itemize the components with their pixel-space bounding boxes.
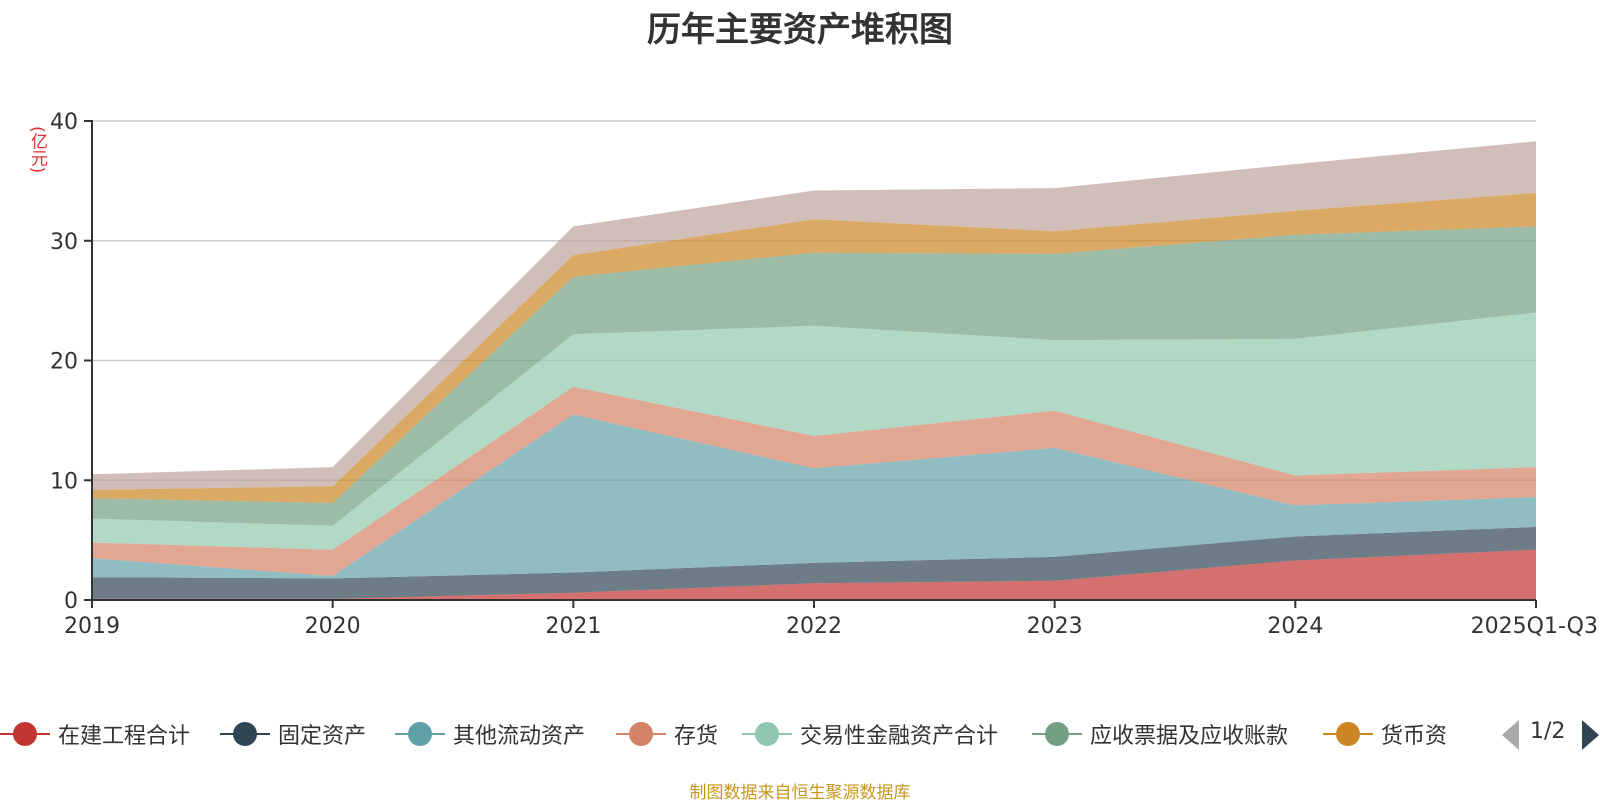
legend-marker-icon (0, 719, 50, 749)
x-tick-label-4: 2023 (1027, 614, 1083, 639)
area-series-2[interactable] (92, 414, 1536, 579)
legend-item-3[interactable]: 存货 (616, 714, 718, 754)
area-series-5[interactable] (92, 226, 1536, 526)
legend-label: 货币资 (1381, 724, 1448, 749)
axes: 0 10 20 30 40 2019 2020 2021 2022 2023 2024 2025Q1-… (50, 110, 1598, 639)
x-tick-label-6: 2025Q1-Q3 (1471, 614, 1598, 639)
legend-label: 存货 (674, 724, 719, 749)
legend-item-1[interactable]: 固定资产 (220, 714, 366, 754)
legend-item-2[interactable]: 其他流动资产 (395, 714, 585, 754)
legend-marker-icon (1032, 719, 1082, 749)
x-tick-label-0: 2019 (64, 614, 120, 639)
legend: 在建工程合计 固定资产 其他流动资产 存货 交易性金融资产合计 应收票据及应收账… (0, 714, 1600, 754)
legend-marker-icon (616, 719, 666, 749)
area-series-6[interactable] (92, 192, 1536, 503)
legend-page-indicator: 1/2 (1530, 719, 1566, 744)
source-note: 制图数据来自恒生聚源数据库 (689, 783, 911, 803)
area-series-4[interactable] (92, 312, 1536, 550)
area-series-3[interactable] (92, 386, 1536, 576)
legend-marker-icon (395, 719, 445, 749)
legend-item-5[interactable]: 应收票据及应收账款 (1032, 714, 1288, 754)
legend-label: 应收票据及应收账款 (1090, 724, 1289, 749)
legend-marker-icon (1323, 719, 1373, 749)
legend-item-0[interactable]: 在建工程合计 (0, 714, 190, 754)
y-axis-unit-label: (亿元) (27, 126, 47, 174)
area-series-0[interactable] (92, 549, 1536, 600)
area-series-7[interactable] (92, 141, 1536, 490)
y-tick-label-0: 0 (64, 589, 78, 614)
x-tick-label-2: 2021 (545, 614, 601, 639)
legend-item-4[interactable]: 交易性金融资产合计 (742, 714, 998, 754)
legend-prev-page-icon[interactable] (1502, 720, 1519, 750)
chart-title: 历年主要资产堆积图 (647, 10, 953, 50)
y-tick-label-3: 30 (50, 230, 78, 255)
x-tick-label-1: 2020 (305, 614, 361, 639)
x-tick-label-3: 2022 (786, 614, 842, 639)
legend-marker-icon (742, 719, 792, 749)
x-tick-label-5: 2024 (1267, 614, 1323, 639)
y-tick-label-1: 10 (50, 469, 78, 494)
legend-marker-icon (220, 719, 270, 749)
legend-next-page-icon[interactable] (1582, 720, 1599, 750)
legend-label: 在建工程合计 (58, 724, 191, 749)
y-tick-label-4: 40 (50, 110, 78, 135)
y-tick-label-2: 20 (50, 350, 78, 375)
legend-label: 交易性金融资产合计 (800, 724, 999, 749)
legend-label: 其他流动资产 (453, 724, 586, 749)
area-series (92, 141, 1536, 600)
legend-item-6[interactable]: 货币资 (1323, 714, 1447, 754)
legend-label: 固定资产 (278, 724, 367, 749)
